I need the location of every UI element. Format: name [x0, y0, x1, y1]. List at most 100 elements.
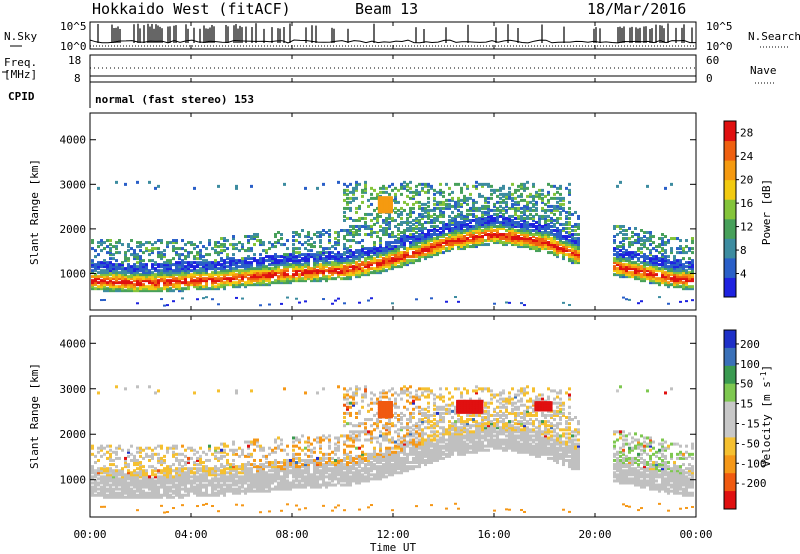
- power-cell: [670, 265, 673, 269]
- power-cell: [643, 245, 646, 249]
- power-cell: [577, 249, 580, 253]
- power-cell: [355, 271, 358, 275]
- power-cell: [661, 265, 664, 269]
- power-cell: [406, 255, 409, 259]
- power-cell: [670, 271, 673, 275]
- power-cell: [256, 263, 259, 267]
- power-cell: [91, 271, 94, 275]
- power-cell: [418, 255, 421, 259]
- power-cell: [523, 206, 526, 210]
- power-cell: [283, 267, 286, 271]
- velocity-cell: [286, 458, 289, 462]
- power-cell: [346, 261, 349, 265]
- power-cell: [640, 265, 643, 269]
- power-cell: [415, 237, 418, 241]
- power-cell: [520, 186, 523, 190]
- velocity-cell: [232, 481, 235, 485]
- power-cell: [490, 218, 493, 222]
- power-cell: [412, 255, 415, 259]
- power-cell: [574, 239, 577, 243]
- power-cell: [133, 283, 136, 287]
- velocity-cell: [115, 485, 118, 489]
- power-cell: [280, 277, 283, 281]
- power-cell: [379, 186, 382, 190]
- velocity-cell: [151, 477, 154, 481]
- power-cell: [577, 257, 580, 261]
- power-cell: [367, 299, 370, 302]
- power-cell: [337, 273, 340, 277]
- velocity-cell: [211, 452, 214, 456]
- velocity-cell: [169, 487, 172, 491]
- power-cell: [337, 265, 340, 269]
- velocity-cell: [124, 483, 127, 487]
- power-cell: [619, 269, 622, 273]
- power-cell: [373, 253, 376, 257]
- power-cell: [121, 261, 124, 265]
- power-cell: [529, 237, 532, 241]
- power-cell: [115, 287, 118, 291]
- power-cell: [496, 212, 499, 216]
- power-cell: [430, 208, 433, 212]
- power-cell: [418, 245, 421, 249]
- power-cell: [460, 235, 463, 239]
- velocity-cell: [172, 491, 175, 495]
- velocity-cell: [214, 493, 217, 497]
- power-cell: [514, 222, 517, 226]
- power-cell: [460, 190, 463, 194]
- power-cell: [475, 241, 478, 245]
- power-cell: [403, 180, 406, 184]
- power-cell: [256, 279, 259, 283]
- velocity-cell: [166, 448, 169, 452]
- velocity-cell: [151, 471, 154, 475]
- power-cell: [628, 257, 631, 261]
- power-cell: [373, 267, 376, 271]
- power-cell: [577, 233, 580, 237]
- velocity-cell: [115, 483, 118, 487]
- power-cell: [340, 261, 343, 265]
- power-cell: [388, 192, 391, 196]
- velocity-cell: [259, 487, 262, 491]
- power-cell: [403, 251, 406, 255]
- power-cell: [295, 273, 298, 277]
- velocity-cell: [151, 469, 154, 473]
- power-cell: [421, 233, 424, 237]
- power-cell: [403, 255, 406, 259]
- velocity-cell: [190, 448, 193, 452]
- power-cell: [409, 247, 412, 251]
- power-cell: [232, 259, 235, 263]
- power-cell: [547, 224, 550, 228]
- velocity-cell: [211, 481, 214, 485]
- velocity-cell: [163, 493, 166, 497]
- power-cell: [409, 186, 412, 190]
- power-cell: [382, 265, 385, 269]
- velocity-cell: [175, 471, 178, 475]
- power-cell: [535, 208, 538, 212]
- power-cell: [370, 251, 373, 255]
- power-cell: [619, 180, 622, 184]
- power-cell: [382, 247, 385, 251]
- power-cell: [352, 239, 355, 243]
- velocity-cell: [103, 489, 106, 493]
- power-cell: [226, 253, 229, 257]
- date-label: 18/Mar/2016: [587, 0, 686, 18]
- power-cell: [670, 182, 673, 186]
- velocity-cell: [187, 469, 190, 473]
- power-cell: [454, 218, 457, 222]
- power-cell: [385, 226, 388, 230]
- velocity-cell: [184, 493, 187, 497]
- power-cell: [673, 265, 676, 269]
- power-cell: [463, 239, 466, 243]
- power-cell: [550, 231, 553, 235]
- power-cell: [391, 265, 394, 269]
- power-cell: [184, 267, 187, 271]
- power-cell: [151, 271, 154, 275]
- velocity-cell: [259, 483, 262, 487]
- power-cell: [619, 275, 622, 279]
- velocity-cell: [118, 456, 121, 460]
- power-cell: [178, 263, 181, 267]
- power-cell: [466, 198, 469, 202]
- power-cell: [136, 287, 139, 291]
- power-cell: [439, 233, 442, 237]
- velocity-cell: [283, 458, 286, 462]
- power-cell: [157, 273, 160, 277]
